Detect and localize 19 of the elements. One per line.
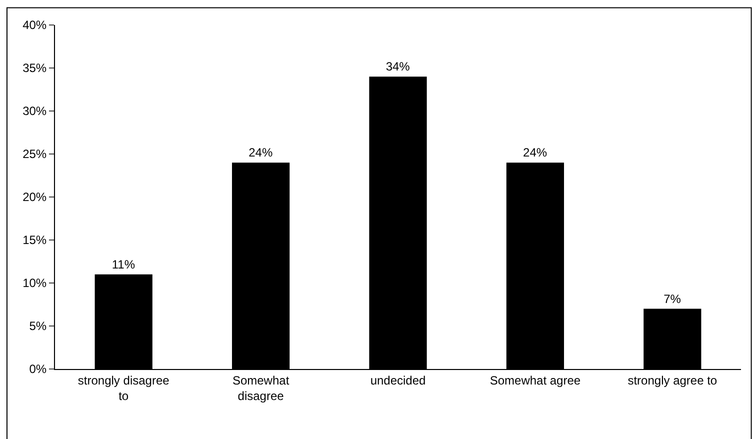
- y-tick-label: 10%: [22, 276, 47, 290]
- x-tick-label: undecided: [370, 373, 426, 388]
- data-label: 24%: [248, 146, 273, 160]
- data-label: 7%: [664, 292, 682, 306]
- y-tick-label: 40%: [22, 18, 47, 32]
- data-label: 34%: [386, 60, 410, 74]
- x-tick-label: Somewhat disagree: [232, 373, 290, 403]
- data-label: 11%: [112, 257, 136, 272]
- y-tick-label: 15%: [22, 233, 47, 248]
- x-tick-label: Somewhat agree: [490, 373, 581, 388]
- x-tick-label: strongly agree to: [628, 373, 718, 388]
- y-tick-label: 0%: [29, 362, 47, 376]
- y-tick-label: 20%: [22, 190, 47, 204]
- data-label: 24%: [523, 146, 548, 160]
- y-tick-label: 30%: [22, 104, 47, 118]
- y-tick-label: 35%: [22, 61, 47, 76]
- x-tick-label: strongly disagree to: [78, 373, 170, 403]
- y-tick-label: 25%: [22, 147, 47, 162]
- y-tick-label: 5%: [29, 319, 47, 334]
